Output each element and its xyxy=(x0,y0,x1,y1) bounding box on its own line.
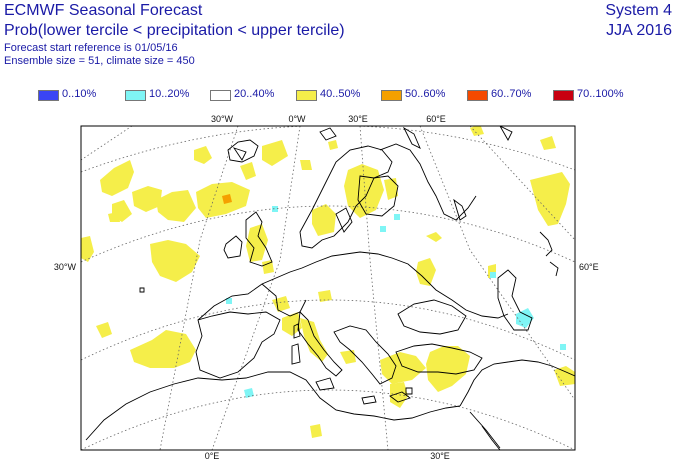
legend-label: 70..100% xyxy=(577,88,624,100)
left-label-30w: 30°W xyxy=(54,262,77,272)
legend-label: 20..40% xyxy=(234,88,275,100)
legend-swatch xyxy=(381,90,402,101)
legend-swatch xyxy=(38,90,59,101)
shading-50-60 xyxy=(222,194,232,204)
coastlines xyxy=(85,126,575,450)
shading-40-50 xyxy=(81,126,575,438)
ensemble-size-text: Ensemble size = 51, climate size = 450 xyxy=(4,55,195,67)
map-title: ECMWF Seasonal Forecast xyxy=(4,2,203,19)
legend-label: 60..70% xyxy=(491,88,532,100)
top-label-60e: 60°E xyxy=(426,114,446,124)
map-content xyxy=(81,126,575,450)
bottom-label-30e: 30°E xyxy=(430,451,450,461)
top-label-0w: 0°W xyxy=(288,114,306,124)
legend-swatch xyxy=(553,90,574,101)
season-label: JJA 2016 xyxy=(606,22,672,39)
legend-swatch xyxy=(210,90,231,101)
forecast-start-text: Forecast start reference is 01/05/16 xyxy=(4,42,178,54)
right-label-60e: 60°E xyxy=(579,262,599,272)
legend-swatch xyxy=(125,90,146,101)
graticule xyxy=(81,126,575,450)
system-label: System 4 xyxy=(605,2,672,19)
legend-label: 0..10% xyxy=(62,88,97,100)
legend-label: 10..20% xyxy=(149,88,190,100)
legend-label: 40..50% xyxy=(320,88,361,100)
bottom-label-0e: 0°E xyxy=(205,451,220,461)
map-subtitle: Prob(lower tercile < precipitation < upp… xyxy=(4,22,345,39)
legend: 0..10% 10..20% 20..40% 40..50% 50..60% 6… xyxy=(38,88,658,104)
top-label-30e: 30°E xyxy=(348,114,368,124)
shading-10-20 xyxy=(226,206,566,398)
legend-swatch xyxy=(296,90,317,101)
map-frame xyxy=(80,125,576,451)
legend-swatch xyxy=(467,90,488,101)
legend-label: 50..60% xyxy=(405,88,446,100)
top-label-30w: 30°W xyxy=(211,114,234,124)
